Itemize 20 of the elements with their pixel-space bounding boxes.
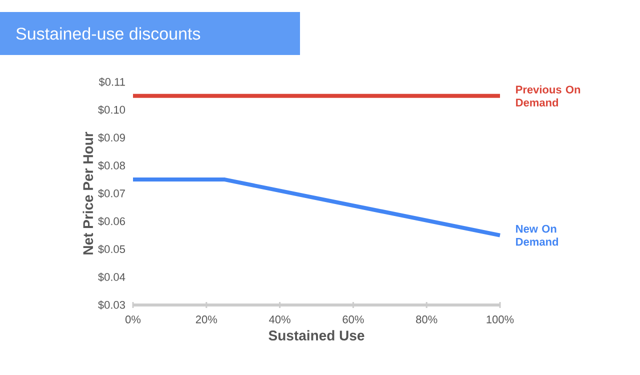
y-tick-label: $0.06 xyxy=(98,216,125,226)
y-axis-title: Net Price Per Hour xyxy=(82,132,94,254)
y-tick-label: $0.04 xyxy=(98,272,126,282)
x-tick-label: 40% xyxy=(269,316,290,324)
y-tick-label: $0.11 xyxy=(98,78,125,86)
x-axis-title: Sustained Use xyxy=(268,330,364,340)
x-tick-label: 0% xyxy=(125,316,141,324)
x-tick-label: 20% xyxy=(196,316,218,324)
series-label: New On Demand xyxy=(516,224,558,246)
y-tick-label: $0.07 xyxy=(98,189,125,198)
y-tick-label: $0.10 xyxy=(98,105,126,114)
chart-title: Sustained-use discounts xyxy=(16,27,200,40)
x-tick-label: 60% xyxy=(342,316,364,324)
y-tick-label: $0.03 xyxy=(98,300,125,310)
x-tick-label: 80% xyxy=(416,316,438,324)
y-tick-label: $0.08 xyxy=(98,161,125,170)
series-label: Previous On Demand xyxy=(516,85,580,106)
x-tick-label: 100% xyxy=(486,316,514,324)
y-tick-label: $0.05 xyxy=(98,244,125,254)
y-tick-label: $0.09 xyxy=(98,133,125,142)
